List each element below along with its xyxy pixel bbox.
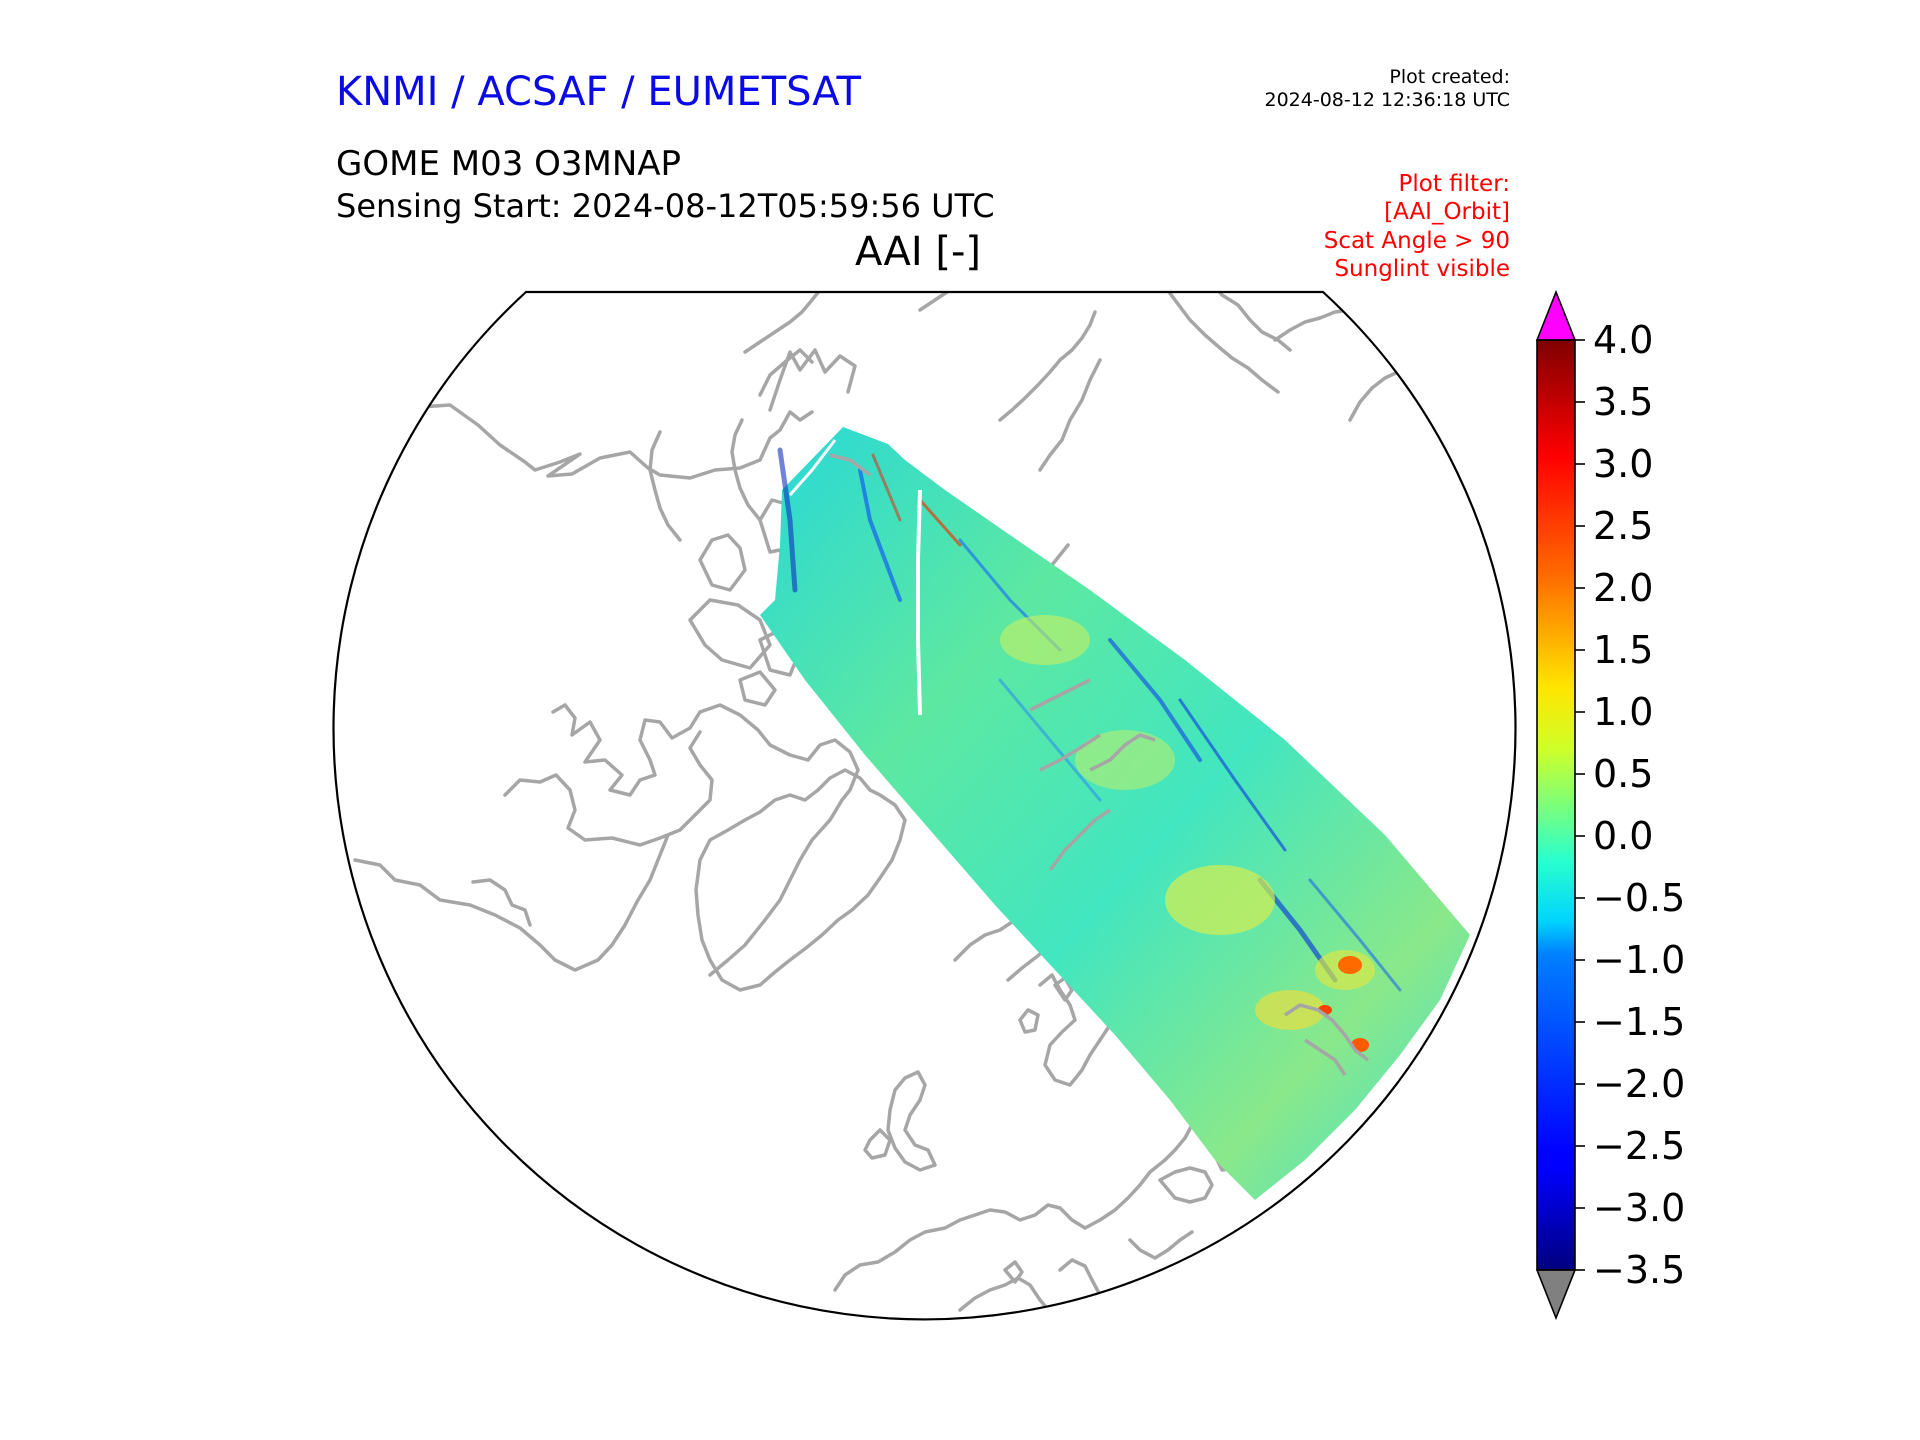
colorbar-tick-label: −3.5 [1593,1248,1685,1292]
colorbar-tick-label: 2.0 [1593,566,1653,610]
map-boundary [332,290,1517,1321]
plot-filter: Plot filter: [AAI_Orbit] Scat Angle > 90… [1324,170,1510,283]
colorbar-tick-label: −2.5 [1593,1124,1685,1168]
colorbar-tick-label: −1.0 [1593,938,1685,982]
swath-structure [777,447,1402,1052]
swath-gap-line [916,489,922,716]
plot-created: Plot created: 2024-08-12 12:36:18 UTC [1265,66,1511,112]
colorbar-tick-label: −2.0 [1593,1062,1685,1106]
colorbar-over-arrow [1535,289,1577,341]
plot-filter-line: [AAI_Orbit] [1384,199,1510,226]
colorbar-tick-label: 2.5 [1593,504,1653,548]
satellite-swath [760,427,1470,1200]
colorbar-ticks: 4.0 3.5 3.0 2.5 2.0 1.5 1.0 0.5 0.0 −0.5 −1.0 −1.5 −… [1575,318,1685,1292]
colorbar: 4.0 3.5 3.0 2.5 2.0 1.5 1.0 0.5 0.0 −0.5 −1.0 −1.5 −… [1535,289,1685,1321]
colorbar-under-arrow [1535,1269,1577,1321]
colorbar-tick-label: 3.0 [1593,442,1653,486]
plot-filter-line: Sunglint visible [1334,255,1510,282]
colorbar-tick-label: 0.5 [1593,752,1653,796]
colorbar-tick-label: −1.5 [1593,1000,1685,1044]
colorbar-tick-label: 0.0 [1593,814,1653,858]
colorbar-tick-label: −0.5 [1593,876,1685,920]
colorbar-tick-label: 4.0 [1593,318,1653,362]
colorbar-tick-label: −3.0 [1593,1186,1685,1230]
colorbar-tick-label: 1.5 [1593,628,1653,672]
colorbar-gradient [1537,340,1575,1270]
product-title: GOME M03 O3MNAP [336,144,682,184]
swath-gap-line [788,439,837,496]
colorbar-tick-label: 1.0 [1593,690,1653,734]
plot-filter-line: Plot filter: [1398,171,1510,197]
plot-filter-line: Scat Angle > 90 [1323,227,1510,254]
plot-created-time: 2024-08-12 12:36:18 UTC [1264,88,1511,111]
coastlines-over-swath [829,453,1370,1076]
map-area [353,292,1470,1314]
sensing-start: Sensing Start: 2024-08-12T05:59:56 UTC [336,187,995,225]
swath-polygon [760,427,1470,1200]
variable-title: AAI [-] [855,229,981,275]
colorbar-tick-label: 3.5 [1593,380,1653,424]
plot-created-label: Plot created: [1389,66,1510,88]
organization-title: KNMI / ACSAF / EUMETSAT [336,69,861,115]
